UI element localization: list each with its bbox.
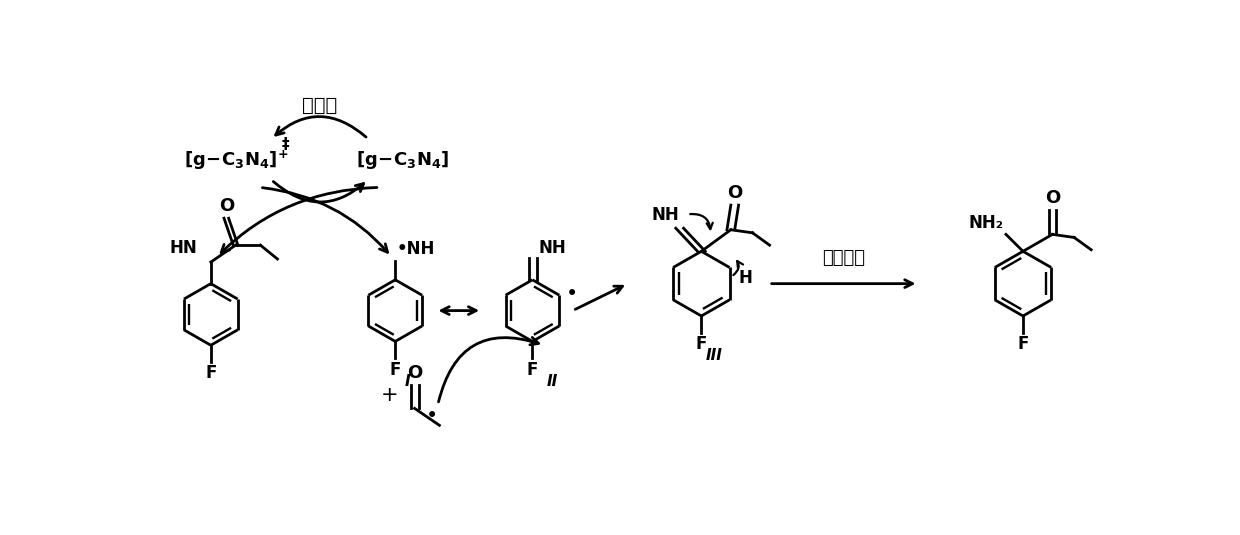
Text: O: O: [218, 197, 234, 215]
Text: O: O: [727, 184, 743, 202]
Text: +: +: [381, 385, 398, 404]
Text: II: II: [547, 374, 558, 389]
FancyArrowPatch shape: [441, 307, 476, 315]
Text: •: •: [425, 406, 438, 426]
Text: •NH: •NH: [397, 240, 435, 258]
Text: F: F: [205, 364, 217, 383]
Text: H: H: [739, 269, 753, 287]
FancyArrowPatch shape: [771, 280, 913, 287]
FancyArrowPatch shape: [691, 214, 713, 229]
Text: $\mathbf{[g\!-\!C_3N_4]}$: $\mathbf{[g\!-\!C_3N_4]}$: [356, 149, 450, 171]
FancyArrowPatch shape: [273, 181, 363, 202]
Text: I: I: [404, 374, 410, 389]
Text: 可见光: 可见光: [303, 96, 337, 114]
FancyArrowPatch shape: [221, 187, 377, 253]
FancyArrowPatch shape: [575, 286, 622, 309]
Text: F: F: [696, 335, 707, 353]
Text: NH: NH: [652, 207, 680, 224]
FancyArrowPatch shape: [263, 188, 388, 253]
Text: O: O: [407, 364, 423, 382]
Text: HN: HN: [169, 240, 197, 257]
Text: III: III: [706, 348, 723, 363]
FancyArrowPatch shape: [439, 338, 538, 402]
Text: O: O: [1045, 189, 1060, 207]
Text: •: •: [565, 284, 578, 304]
FancyArrowPatch shape: [733, 261, 743, 275]
Text: F: F: [527, 361, 538, 379]
FancyArrowPatch shape: [275, 117, 366, 137]
Text: F: F: [389, 361, 401, 379]
Text: 重芳构化: 重芳构化: [822, 249, 866, 267]
Text: $\mathbf{[g\!-\!C_3N_4]^{\!+}}$: $\mathbf{[g\!-\!C_3N_4]^{\!+}}$: [184, 149, 289, 172]
Text: NH: NH: [538, 239, 567, 257]
Text: NH₂: NH₂: [968, 214, 1003, 232]
Text: F: F: [1017, 335, 1029, 353]
Text: $\mathbf{\ddagger}$: $\mathbf{\ddagger}$: [281, 135, 290, 152]
